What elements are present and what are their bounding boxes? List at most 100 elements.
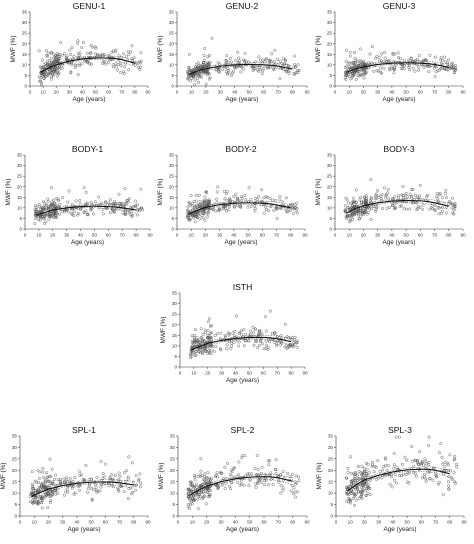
scatter-point [207, 77, 211, 81]
scatter-point [121, 211, 125, 215]
scatter-point [45, 54, 49, 58]
scatter-point [132, 484, 136, 488]
scatter-point [286, 64, 290, 68]
confidence-lower [36, 207, 137, 219]
scatter-point [223, 335, 227, 339]
scatter-point [39, 216, 43, 220]
x-tick-label: 70 [433, 520, 439, 525]
scatter-point [78, 470, 82, 474]
scatter-point [233, 205, 236, 209]
scatter-point [361, 62, 365, 66]
scatter-point [391, 197, 395, 201]
scatter-point [104, 62, 108, 66]
scatter-point [284, 210, 288, 214]
scatter-point [186, 487, 190, 491]
scatter-point [398, 204, 402, 208]
scatter-point [262, 196, 266, 200]
scatter-point [357, 62, 361, 66]
scatter-point [188, 217, 192, 221]
panel-spl-1: SPL-1 0 5 10 15 20 25 30 35 0 10 20 30 40 50 60 70 80 90 Ag… [0, 425, 151, 533]
scatter-point [60, 53, 64, 57]
scatter-point [85, 201, 89, 205]
x-tick-label: 0 [19, 520, 22, 525]
scatter-point [48, 500, 52, 504]
scatter-point [52, 52, 56, 56]
scatter-point [103, 200, 107, 204]
x-tick-label: 50 [246, 233, 252, 238]
scatter-point [290, 343, 294, 347]
scatter-point [383, 56, 387, 60]
confidence-lower [40, 59, 135, 76]
scatter-point [219, 471, 223, 475]
scatter-point [397, 56, 400, 60]
scatter-point [234, 314, 238, 318]
scatter-point [113, 473, 117, 477]
scatter-point [241, 454, 245, 458]
scatter-point [228, 487, 232, 491]
scatter-point [76, 213, 80, 217]
scatter-point [344, 210, 348, 214]
scatter-point [204, 348, 208, 352]
scatter-point [114, 62, 118, 66]
scatter-point [398, 56, 402, 60]
scatter-point [252, 343, 256, 347]
scatter-point [279, 491, 283, 495]
y-tick-label: 30 [22, 20, 28, 25]
scatter-point [46, 485, 50, 489]
scatter-point [234, 59, 238, 63]
scatter-point [345, 476, 349, 480]
scatter-point [127, 455, 131, 459]
scatter-point [237, 331, 241, 335]
scatter-point [187, 52, 191, 56]
scatter-point [362, 470, 366, 474]
scatter-point [363, 469, 367, 473]
scatter-point [37, 203, 41, 206]
scatter-point [291, 336, 295, 340]
y-tick-label: 10 [22, 62, 28, 67]
scatter-points [185, 36, 301, 87]
scatter-point [390, 485, 394, 489]
scatter-point [453, 204, 457, 208]
scatter-point [249, 198, 253, 202]
panel-genu-3: GENU-3 0 5 10 15 20 25 30 35 0 10 20 30 40 50 60 70 80 90 A… [315, 1, 466, 103]
scatter-point [427, 461, 431, 464]
scatter-point [74, 199, 78, 203]
scatter-point [293, 54, 297, 58]
scatter-point [30, 491, 34, 495]
scatter-point [45, 493, 49, 497]
scatter-point [200, 213, 204, 217]
x-tick-label: 50 [247, 371, 253, 376]
scatter-point [203, 199, 207, 203]
scatter-point [360, 73, 364, 77]
scatter-point [54, 214, 58, 218]
scatter-point [49, 77, 53, 81]
scatter-point [386, 464, 390, 468]
scatter-point [53, 483, 57, 487]
scatter-point [225, 54, 229, 58]
scatter-point [386, 191, 390, 195]
y-tick-label: 30 [327, 163, 333, 168]
x-axis-label: Age (years) [383, 526, 416, 533]
scatter-point [95, 475, 99, 479]
scatter-point [188, 203, 192, 207]
scatter-point [346, 466, 350, 470]
scatter-point [138, 472, 142, 476]
scatter-point [343, 204, 347, 208]
scatter-point [186, 75, 190, 79]
scatter-point [422, 463, 426, 467]
scatter-point [221, 483, 225, 487]
x-tick-label: 10 [347, 90, 353, 95]
scatter-point [253, 196, 257, 200]
y-tick-label: 15 [12, 479, 18, 484]
y-tick-label: 5 [19, 216, 22, 221]
scatter-point [357, 217, 361, 221]
confidence-lower [347, 471, 450, 495]
scatter-point [124, 479, 128, 483]
confidence-lower [189, 478, 293, 499]
y-tick-label: 20 [169, 41, 175, 46]
x-tick-label: 10 [36, 233, 42, 238]
y-axis-label: MWF (%) [160, 317, 167, 344]
scatter-point [215, 332, 219, 336]
scatter-point [134, 474, 138, 478]
scatter-point [403, 193, 407, 197]
